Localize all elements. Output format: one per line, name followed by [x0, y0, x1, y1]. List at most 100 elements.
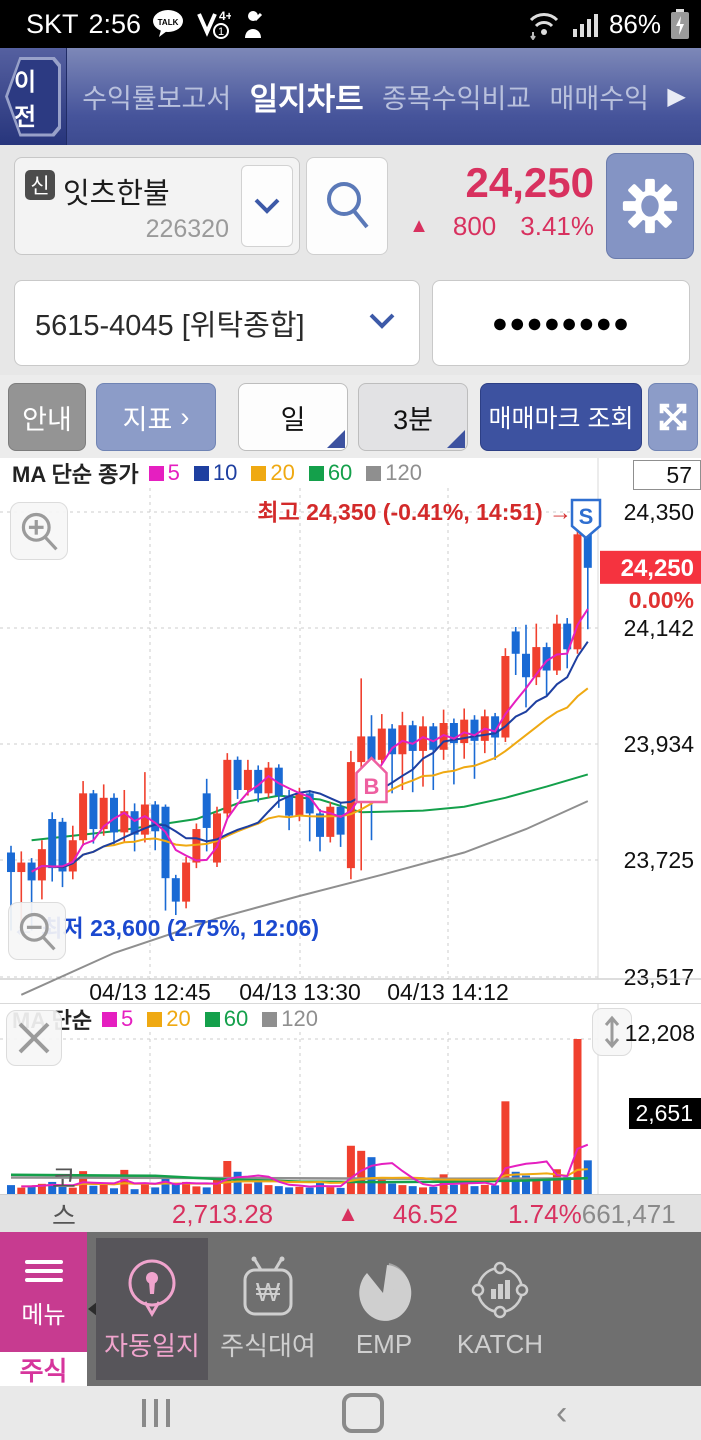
indicator-button[interactable]: 지표 › [96, 383, 216, 451]
buy-marker [355, 756, 388, 804]
candle-body [532, 647, 541, 678]
candle-body [583, 523, 592, 568]
candle-body [264, 767, 273, 794]
back-nav-button[interactable]: ‹ [556, 1393, 568, 1432]
guide-button[interactable]: 안내 [8, 383, 86, 451]
nav-item-auto-journal[interactable]: 자동일지 [96, 1238, 208, 1380]
volume-ma5-line [21, 1143, 589, 1188]
candle-body [429, 726, 438, 750]
candle-body [408, 725, 417, 751]
tab-profit-report[interactable]: 수익률보고서 [82, 84, 232, 114]
bar-count-box: 57 [633, 460, 701, 490]
back-button[interactable]: 이전 [0, 48, 67, 145]
volume-chart[interactable] [0, 1004, 701, 1195]
candle-body [151, 804, 160, 832]
volume-bar [501, 1101, 510, 1194]
legend-swatch [193, 465, 209, 481]
password-field[interactable]: ●●●●●●●● [432, 280, 690, 366]
buy-marker-label: B [364, 774, 380, 799]
nav-item-emp[interactable]: EMP [328, 1238, 440, 1380]
legend-swatch [102, 1011, 117, 1027]
volume-bar [305, 1187, 314, 1194]
period-day-button[interactable]: 일 [238, 383, 348, 451]
candle-body [563, 623, 572, 650]
search-icon [327, 182, 369, 229]
gear-icon [622, 178, 678, 234]
chart-toolbar: 안내 지표 › 일 3분 매매마크 조회 [0, 375, 701, 458]
legend-item: 120 [262, 1006, 318, 1032]
volume-bar [182, 1181, 191, 1194]
stock-selector[interactable]: 신 잇츠한불 226320 [14, 157, 300, 255]
volume-ma20-line [21, 1168, 588, 1188]
volume-bar [552, 1169, 561, 1194]
menu-button[interactable]: 메뉴 [0, 1232, 87, 1352]
recents-button[interactable] [142, 1399, 170, 1427]
chevron-down-icon [369, 313, 395, 329]
volume-bar [460, 1183, 469, 1194]
candle-body [573, 534, 582, 650]
volume-bar [480, 1184, 489, 1194]
home-button[interactable] [342, 1393, 384, 1433]
volume-bar [202, 1187, 211, 1194]
ma120-line [20, 800, 589, 996]
candle-body [140, 804, 149, 835]
candle-body [326, 806, 335, 837]
indicator-label: 지표 [122, 404, 173, 435]
candle-body [398, 725, 407, 755]
svg-text:₩: ₩ [256, 1277, 281, 1307]
price-chart[interactable]: 24,350 24,142 23,934 23,725 23,517 04/13 12:4… [0, 458, 701, 1005]
tabs-more-arrow[interactable]: ▶ [667, 83, 686, 110]
volume-bar [532, 1180, 541, 1194]
candle-body [295, 793, 304, 816]
volume-bar [470, 1186, 479, 1194]
legend-swatch [147, 1011, 163, 1027]
candle-body [99, 797, 108, 830]
account-selector[interactable]: 5615-4045 [위탁종합] [14, 280, 420, 366]
chevron-right-icon: › [180, 401, 190, 432]
tab-stock-profit-compare[interactable]: 종목수익비교 [382, 84, 532, 114]
volume-bar [110, 1188, 118, 1194]
volume-bar [285, 1187, 294, 1194]
candle-body [89, 793, 98, 830]
candle-body [501, 656, 510, 738]
auto-journal-icon [128, 1259, 176, 1317]
zoom-out-button[interactable] [8, 902, 66, 960]
tab-journal-chart[interactable]: 일지차트 [249, 82, 364, 117]
volume-bar [89, 1185, 98, 1194]
volume-bar [511, 1171, 520, 1194]
kospi-ticker-bar[interactable]: 코스피 2,713.28 ▲ 46.52 1.74% 661,471 [0, 1164, 701, 1268]
volume-bar [233, 1171, 242, 1194]
candle-body [130, 811, 139, 835]
stock-search-button[interactable] [306, 157, 388, 255]
volume-bar [377, 1178, 386, 1194]
candle-body [336, 806, 345, 835]
tab-trade-profit[interactable]: 매매수익 [549, 84, 649, 114]
pane-resize-button[interactable] [592, 1008, 632, 1056]
volume-bar [542, 1178, 551, 1194]
candle-body [316, 813, 324, 837]
zoom-in-button[interactable] [10, 502, 68, 560]
close-pane-button[interactable] [6, 1010, 62, 1066]
stock-tab-label[interactable]: 주식 [0, 1352, 87, 1386]
stock-dropdown-button[interactable] [241, 165, 293, 247]
trade-mark-button[interactable]: 매매마크 조회 [480, 383, 642, 451]
y-axis-label: 23,934 [624, 731, 695, 757]
nav-item-katch[interactable]: KATCH [444, 1238, 556, 1380]
quote-row: 신 잇츠한불 226320 24,250 ▲ 800 3.41% [0, 145, 701, 269]
candle-body [491, 716, 500, 738]
settings-button[interactable] [606, 153, 694, 259]
katch-icon [471, 1261, 529, 1318]
volume-bar [408, 1186, 417, 1194]
current-pct-label: 0.00% [629, 587, 694, 613]
candle-body [17, 862, 26, 873]
period-minute-button[interactable]: 3분 [358, 383, 468, 451]
price-chart-section: 24,350 24,142 23,934 23,725 23,517 04/13 12:4… [0, 458, 701, 1005]
nav-item-stock-lending[interactable]: ₩ 주식대여 [212, 1238, 324, 1380]
volume-bar [583, 1160, 592, 1194]
kakaotalk-icon: TALK [153, 10, 184, 37]
volume-bar [522, 1175, 530, 1194]
fullscreen-button[interactable] [648, 383, 698, 451]
y-axis-label: 24,350 [624, 499, 694, 525]
candle-body [274, 767, 283, 796]
